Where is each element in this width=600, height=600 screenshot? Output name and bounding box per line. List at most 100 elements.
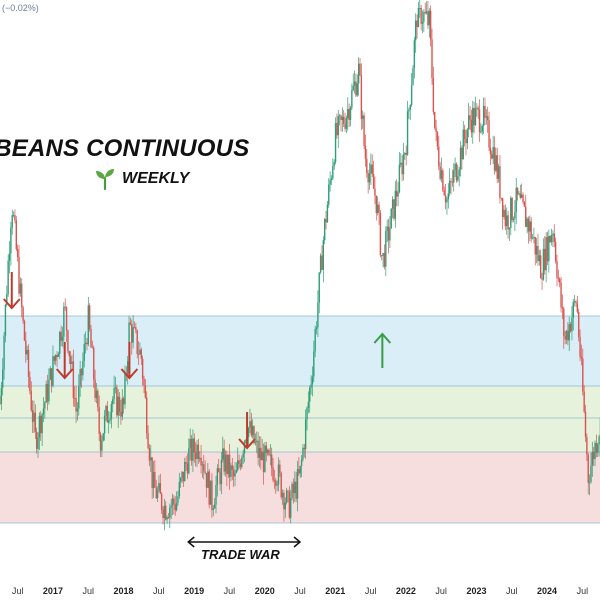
candle-body: [287, 490, 289, 492]
candle-body: [209, 480, 212, 505]
candle-body: [587, 454, 589, 483]
candle-body: [328, 184, 330, 205]
candle-body: [397, 192, 399, 197]
candle-body: [438, 146, 440, 167]
candle-body: [219, 472, 221, 485]
candle-body: [88, 305, 91, 329]
candle-body: [224, 454, 227, 472]
candle-body: [355, 81, 357, 96]
candle-body: [337, 116, 339, 136]
chart-subtitle: WEEKLY: [122, 170, 190, 187]
candle-body: [303, 447, 306, 450]
candle-body: [459, 147, 462, 170]
candle-body: [492, 147, 494, 159]
candle-body: [228, 454, 231, 477]
candle-body: [561, 307, 564, 309]
x-tick-label: 2021: [325, 586, 346, 596]
candle-body: [499, 166, 501, 198]
candle-body: [560, 282, 562, 308]
candle-body: [151, 457, 153, 489]
candle-body: [497, 166, 500, 179]
candle-body: [477, 107, 479, 110]
chart-title: YBEANS CONTINUOUS: [0, 135, 250, 162]
candle-body: [307, 401, 310, 408]
x-tick-label: Jul: [576, 586, 589, 596]
candle-body: [199, 457, 201, 460]
candle-body: [423, 12, 425, 22]
candle-body: [398, 164, 401, 193]
candle-body: [22, 307, 24, 321]
candle-body: [122, 398, 125, 405]
candle-body: [63, 306, 65, 337]
candle-body: [376, 204, 379, 214]
candle-body: [12, 215, 15, 216]
x-tick-label: 2022: [395, 586, 416, 596]
candle-body: [439, 166, 441, 179]
candle-body: [99, 433, 102, 451]
candle-body: [7, 260, 9, 295]
candle-body: [139, 349, 141, 355]
arrow-head: [120, 368, 139, 380]
candle-body: [76, 408, 79, 412]
candle-body: [539, 255, 542, 279]
candle-body: [518, 193, 520, 195]
arrow-down-icon: [55, 342, 74, 380]
candle-body: [0, 387, 3, 404]
candle-body: [113, 388, 115, 400]
candle-body: [156, 490, 159, 499]
candle-body: [522, 194, 524, 202]
candle-body: [352, 85, 354, 91]
candle-body: [223, 448, 225, 472]
candle-body: [59, 331, 61, 354]
candle-body: [79, 369, 81, 387]
candle-body: [402, 154, 405, 175]
candle-body: [554, 241, 557, 262]
candle-body: [319, 255, 322, 273]
candle-body: [366, 158, 368, 174]
candle-body: [516, 187, 519, 195]
candle-body: [18, 257, 20, 294]
candle-body: [496, 155, 498, 179]
candle-body: [345, 118, 348, 129]
candle-body: [140, 349, 142, 359]
candle-body: [482, 106, 485, 126]
candle-body: [279, 464, 281, 474]
candle-body: [91, 347, 94, 349]
candle-body: [469, 115, 471, 120]
candle-body: [451, 181, 454, 183]
candle-body: [291, 483, 293, 499]
candle-body: [211, 480, 213, 510]
candle-body: [564, 336, 566, 340]
candle-body: [231, 465, 234, 470]
candle-body: [534, 237, 536, 255]
candle-body: [512, 218, 515, 220]
candle-body: [143, 378, 145, 386]
candle-body: [326, 204, 329, 223]
candle-body: [467, 115, 470, 130]
candle-body: [261, 451, 263, 461]
candle-body: [568, 324, 570, 341]
candle-body: [26, 349, 28, 355]
candle-body: [571, 317, 573, 332]
candle-body: [330, 178, 333, 181]
candle-body: [285, 490, 288, 503]
candle-body: [171, 498, 174, 506]
candle-body: [124, 373, 126, 405]
candle-body: [186, 463, 189, 474]
candle-body: [200, 457, 202, 466]
candle-body: [310, 384, 312, 388]
candle-body: [11, 215, 13, 228]
candle-body: [290, 498, 292, 518]
candle-body: [306, 407, 308, 420]
candle-body: [334, 123, 337, 163]
candle-body: [98, 407, 100, 434]
candle-body: [148, 448, 151, 461]
candle-body: [440, 170, 443, 179]
candle-body: [215, 485, 217, 505]
candle-body: [514, 212, 516, 219]
candle-body: [141, 358, 144, 379]
candle-body: [203, 464, 205, 472]
candle-body: [338, 115, 341, 117]
candle-body: [542, 248, 545, 280]
